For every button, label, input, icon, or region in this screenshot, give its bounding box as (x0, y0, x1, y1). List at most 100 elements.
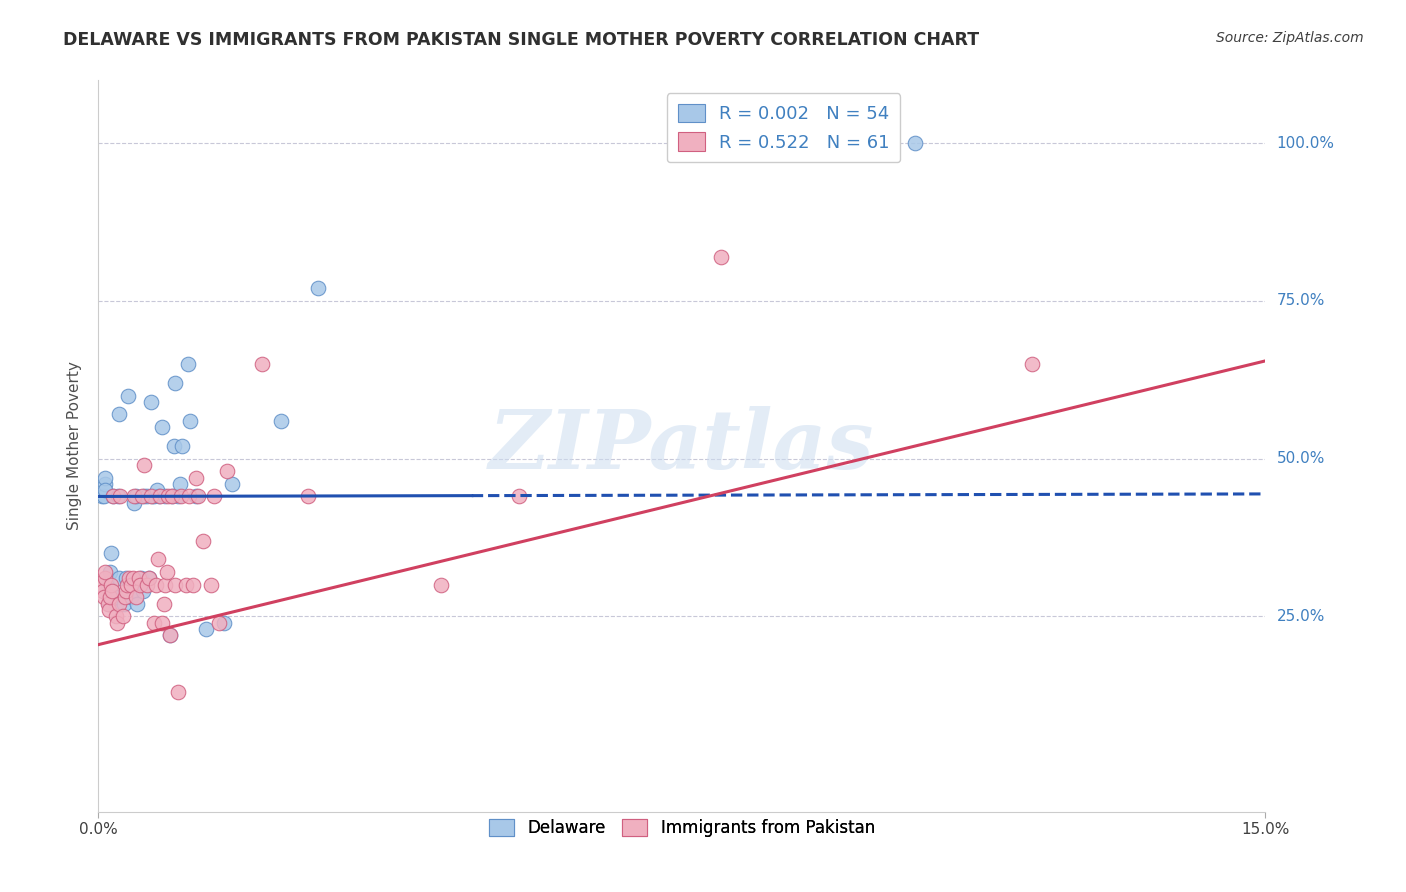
Text: ZIPatlas: ZIPatlas (489, 406, 875, 486)
Text: 100.0%: 100.0% (1277, 136, 1334, 151)
Point (112, 609, 135, 624)
Point (270, 414, 292, 428)
Point (107, 408, 129, 422)
Point (150, 420, 173, 434)
Point (108, 571, 131, 585)
Point (120, 578, 142, 592)
Point (169, 476, 191, 491)
Point (307, 281, 329, 295)
Point (100, 578, 122, 592)
Point (187, 490, 209, 504)
Point (103, 490, 125, 504)
Point (107, 597, 129, 611)
Point (105, 591, 128, 605)
Point (138, 571, 160, 585)
Text: DELAWARE VS IMMIGRANTS FROM PAKISTAN SINGLE MOTHER POVERTY CORRELATION CHART: DELAWARE VS IMMIGRANTS FROM PAKISTAN SIN… (63, 31, 980, 49)
Point (155, 578, 177, 592)
Point (93, 470, 115, 484)
Point (429, 578, 451, 592)
Point (114, 591, 136, 605)
Point (141, 490, 163, 504)
Point (91, 490, 114, 504)
Point (97, 578, 120, 592)
Point (98, 565, 121, 579)
Point (125, 490, 148, 504)
Point (146, 483, 169, 497)
Point (165, 376, 187, 390)
Point (143, 490, 166, 504)
Point (508, 490, 530, 504)
Point (155, 490, 177, 504)
Point (100, 584, 122, 599)
Point (135, 490, 157, 504)
Point (250, 357, 273, 371)
Point (183, 578, 205, 592)
Text: 50.0%: 50.0% (1277, 451, 1324, 467)
Point (129, 578, 152, 592)
Point (143, 615, 166, 630)
Point (97, 603, 120, 617)
Point (93, 571, 115, 585)
Point (148, 490, 170, 504)
Point (132, 458, 155, 472)
Point (141, 490, 163, 504)
Point (122, 490, 145, 504)
Point (104, 597, 127, 611)
Point (163, 439, 186, 453)
Point (101, 584, 124, 599)
Point (93, 591, 115, 605)
Point (904, 136, 927, 151)
Point (107, 490, 129, 504)
Point (125, 597, 148, 611)
Point (162, 490, 184, 504)
Point (129, 571, 152, 585)
Point (166, 685, 188, 699)
Point (172, 439, 194, 453)
Point (93, 476, 115, 491)
Point (297, 490, 319, 504)
Point (135, 578, 157, 592)
Point (121, 584, 143, 599)
Point (163, 578, 186, 592)
Point (101, 591, 124, 605)
Point (114, 584, 136, 599)
Point (91, 584, 114, 599)
Point (94, 483, 117, 497)
Point (156, 565, 179, 579)
Point (193, 533, 215, 548)
Point (159, 628, 181, 642)
Point (162, 490, 184, 504)
Point (138, 571, 160, 585)
Point (122, 496, 145, 510)
Point (94, 565, 117, 579)
Point (1021, 357, 1043, 371)
Point (166, 490, 188, 504)
Point (194, 622, 217, 636)
Point (221, 476, 243, 491)
Point (115, 578, 138, 592)
Point (174, 578, 197, 592)
Point (186, 470, 208, 484)
Point (97, 597, 120, 611)
Point (134, 490, 156, 504)
Point (128, 571, 150, 585)
Point (98, 591, 121, 605)
Point (215, 464, 238, 478)
Point (93, 490, 115, 504)
Point (118, 571, 141, 585)
Point (200, 578, 222, 592)
Point (177, 357, 200, 371)
Point (103, 490, 125, 504)
Point (159, 628, 181, 642)
Text: Source: ZipAtlas.com: Source: ZipAtlas.com (1216, 31, 1364, 45)
Point (114, 571, 136, 585)
Point (132, 584, 155, 599)
Point (145, 578, 167, 592)
Text: 75.0%: 75.0% (1277, 293, 1324, 309)
Point (131, 490, 153, 504)
Text: 25.0%: 25.0% (1277, 608, 1324, 624)
Point (177, 490, 200, 504)
Point (112, 597, 135, 611)
Point (157, 490, 180, 504)
Point (98, 597, 121, 611)
